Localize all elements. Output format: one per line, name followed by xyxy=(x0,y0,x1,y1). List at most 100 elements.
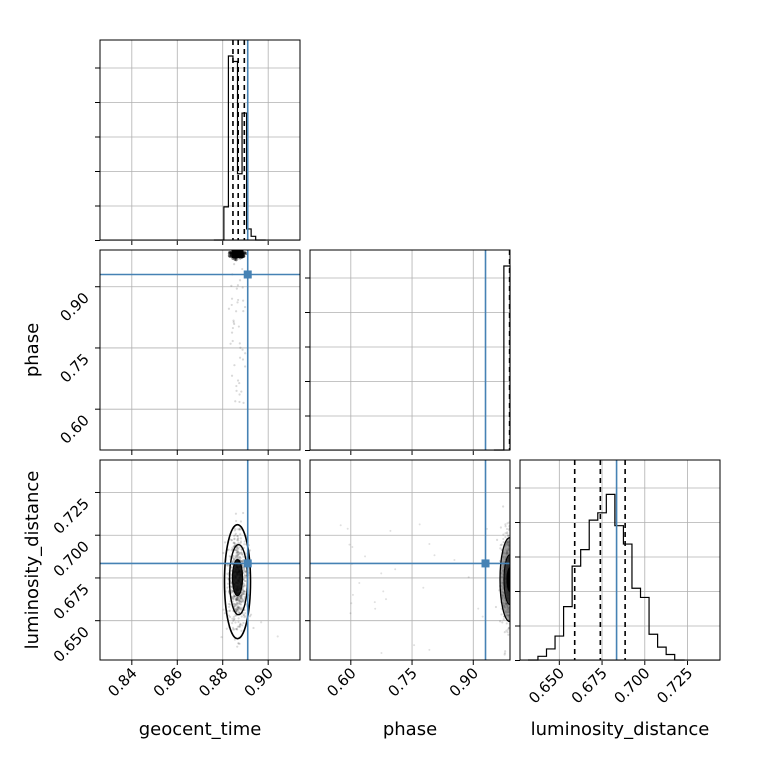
sample-point xyxy=(235,389,238,392)
histogram-phase xyxy=(493,265,511,451)
sample-point xyxy=(233,257,236,260)
y-axis-title-luminosity_distance: luminosity_distance xyxy=(22,471,43,650)
sample-point xyxy=(232,559,236,562)
sample-point xyxy=(242,592,245,595)
sample-point xyxy=(364,555,367,558)
sample-point xyxy=(249,613,253,616)
sample-point xyxy=(230,303,233,307)
sample-point xyxy=(243,590,246,593)
sample-point xyxy=(242,598,245,601)
sample-point xyxy=(348,543,351,546)
sample-point xyxy=(233,595,236,598)
sample-point xyxy=(239,603,242,606)
sample-point xyxy=(231,546,234,549)
sample-point xyxy=(389,529,392,532)
sample-point xyxy=(235,610,238,613)
sample-point xyxy=(428,648,431,651)
sample-point xyxy=(507,534,510,537)
sample-point xyxy=(242,600,245,603)
sample-point xyxy=(507,627,510,630)
sample-point xyxy=(235,550,238,553)
sample-point xyxy=(233,322,236,326)
sample-point xyxy=(238,400,241,404)
sample-point xyxy=(226,572,229,575)
sample-point xyxy=(481,615,484,618)
x-tick-label-luminosity_distance: 0.700 xyxy=(611,664,654,707)
sample-point xyxy=(235,287,238,290)
y-tick-label-luminosity_distance: 0.675 xyxy=(50,580,93,623)
sample-point xyxy=(231,597,234,600)
contour-inner xyxy=(506,567,510,593)
sample-point xyxy=(238,596,241,599)
sample-point xyxy=(231,326,235,330)
sample-point xyxy=(244,590,247,593)
sample-point xyxy=(238,528,242,531)
sample-point xyxy=(238,624,241,627)
sample-point xyxy=(233,617,236,620)
sample-point xyxy=(232,321,235,324)
sample-point xyxy=(233,602,236,606)
sample-point xyxy=(358,581,361,584)
sample-point xyxy=(236,606,240,609)
sample-point xyxy=(230,539,233,542)
sample-point xyxy=(234,621,237,624)
density-peak xyxy=(231,250,244,258)
sample-point xyxy=(227,602,230,606)
sample-point xyxy=(242,589,245,592)
sample-point xyxy=(243,582,246,586)
sample-point xyxy=(231,339,234,343)
sample-point xyxy=(374,607,377,610)
contour-outer xyxy=(223,523,252,640)
sample-point xyxy=(428,543,431,546)
sample-point xyxy=(237,551,240,554)
sample-point xyxy=(238,546,241,549)
sample-point xyxy=(242,584,245,587)
sample-point xyxy=(233,542,237,545)
sample-point xyxy=(235,598,238,601)
sample-point xyxy=(240,591,244,594)
sample-point xyxy=(235,384,238,388)
x-tick-label-geocent_time: 0.90 xyxy=(241,664,277,700)
sample-point xyxy=(242,621,245,625)
sample-point xyxy=(503,652,507,655)
sample-point xyxy=(238,642,241,645)
y-tick-label-phase: 0.75 xyxy=(56,350,92,386)
sample-point xyxy=(235,599,238,602)
sample-point xyxy=(243,579,246,583)
sample-point xyxy=(503,631,506,634)
x-axis-title-phase: phase xyxy=(383,719,437,740)
sample-point xyxy=(380,651,383,654)
sample-point xyxy=(233,638,236,641)
sample-point xyxy=(502,505,505,508)
sample-point xyxy=(243,573,246,577)
sample-point xyxy=(502,537,505,541)
sample-point xyxy=(242,586,245,589)
sample-point xyxy=(236,537,239,541)
sample-point xyxy=(236,602,239,605)
sample-point xyxy=(244,584,247,587)
x-tick-label-phase: 0.60 xyxy=(323,664,359,700)
sample-point xyxy=(242,592,245,596)
sample-point xyxy=(242,299,245,302)
sample-point xyxy=(242,590,245,593)
sample-point xyxy=(505,527,509,531)
sample-point xyxy=(244,592,247,596)
sample-point xyxy=(238,555,241,558)
x-tick-label-geocent_time: 0.88 xyxy=(195,664,231,700)
sample-point xyxy=(504,523,507,526)
sample-point xyxy=(231,617,234,620)
panel-frame xyxy=(309,459,511,661)
sample-point xyxy=(232,319,235,322)
sample-point xyxy=(237,620,240,624)
sample-point xyxy=(236,608,240,611)
sample-point xyxy=(241,348,244,351)
sample-point xyxy=(232,555,235,558)
x-tick-label-luminosity_distance: 0.725 xyxy=(653,664,696,707)
sample-point xyxy=(243,365,247,368)
sample-point xyxy=(223,541,227,544)
sample-point xyxy=(243,568,246,571)
sample-point xyxy=(227,548,230,551)
sample-point xyxy=(235,598,238,601)
sample-point xyxy=(233,602,237,606)
sample-point xyxy=(239,520,243,523)
